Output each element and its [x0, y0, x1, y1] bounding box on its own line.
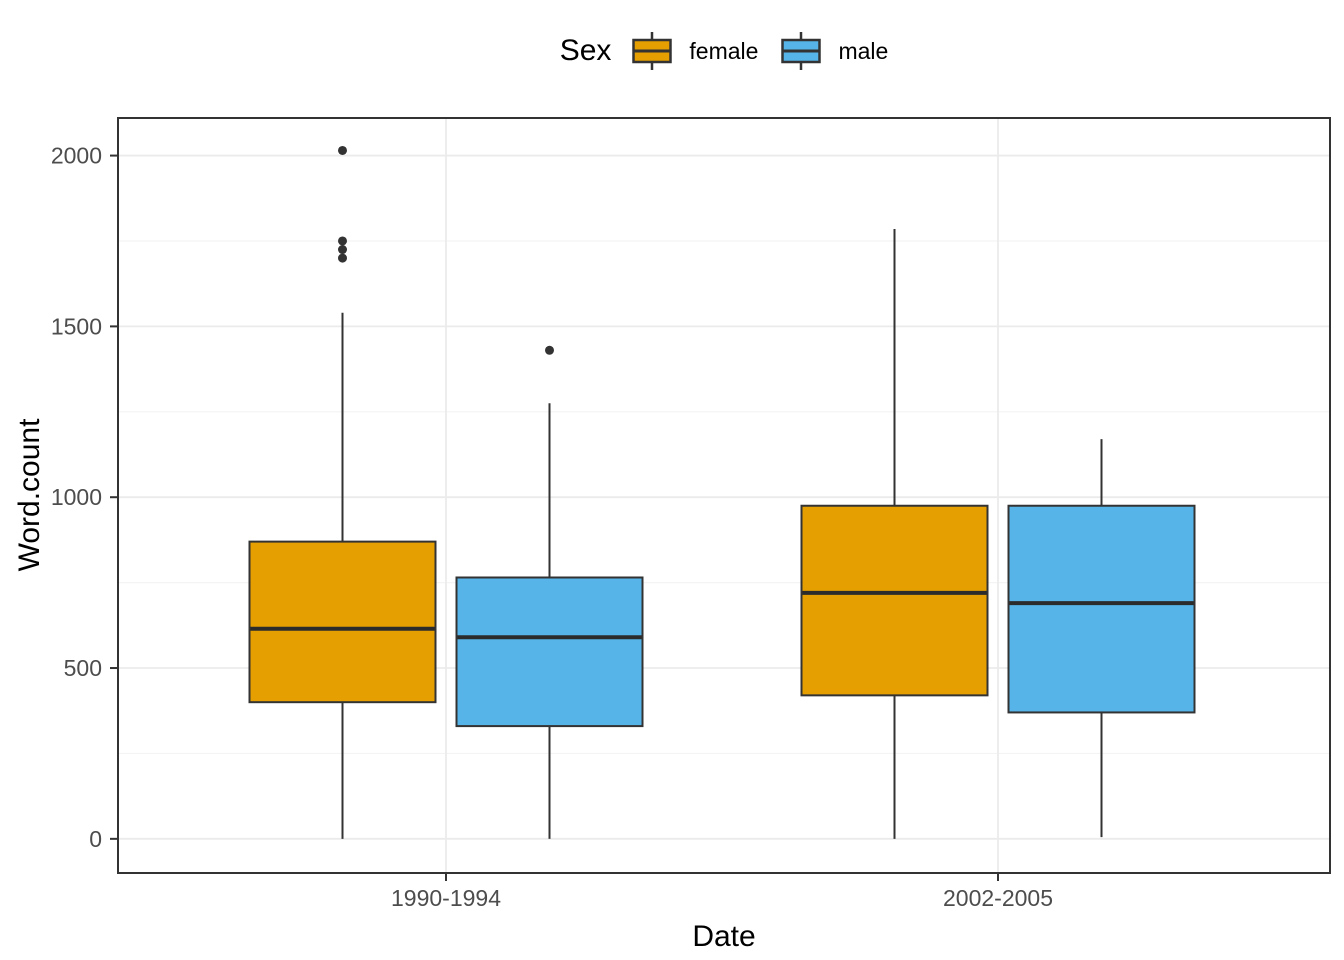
- legend-entry-male: male: [779, 29, 888, 73]
- y-axis-title: Word.count: [13, 418, 46, 572]
- boxplot-male-2002-2005-box: [1007, 504, 1196, 714]
- boxplot-female-1990-1994-outlier-point: [338, 245, 347, 255]
- y-tick-label: 2000: [51, 143, 102, 169]
- boxplot-female-1990-1994-outlier-point: [338, 145, 347, 155]
- panel-background: [118, 118, 1330, 873]
- boxplot-female-1990-1994-box: [248, 540, 437, 704]
- legend: Sex female male: [104, 29, 1344, 73]
- boxplot-female-1990-1994-outlier-point: [338, 253, 347, 263]
- legend-entry-female: female: [630, 29, 758, 73]
- y-tick-label: 1000: [51, 484, 102, 510]
- boxplot-key-female-icon: [632, 32, 673, 70]
- y-tick-label: 0: [89, 826, 102, 852]
- boxplot-male-1990-1994-outlier-point: [545, 345, 554, 355]
- boxplot-male-1990-1994-box: [455, 576, 644, 728]
- panel-border: [117, 117, 1331, 874]
- boxplot-key-male-icon: [781, 32, 822, 70]
- x-axis-title: Date: [692, 920, 756, 953]
- x-tick-label: 1990-1994: [391, 885, 501, 911]
- y-tick-label: 1500: [51, 313, 102, 339]
- legend-label-male: male: [838, 37, 889, 64]
- boxplot-female-1990-1994-outlier-point: [338, 236, 347, 246]
- legend-title: Sex: [559, 34, 612, 67]
- x-tick-label: 2002-2005: [943, 885, 1053, 911]
- boxplot-female-2002-2005-box: [800, 504, 989, 697]
- legend-label-female: female: [689, 37, 759, 64]
- y-tick-label: 500: [64, 655, 102, 681]
